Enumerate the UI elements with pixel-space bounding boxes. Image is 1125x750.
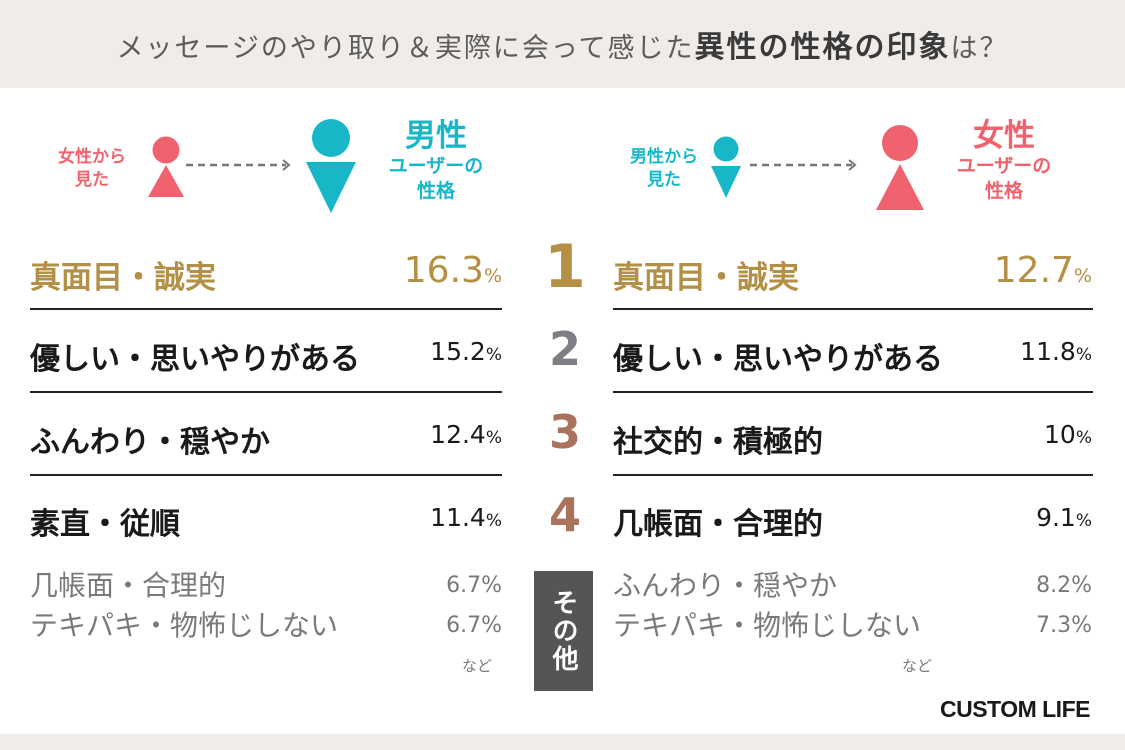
right-target-label-2: ユーザーの	[956, 155, 1052, 177]
rank3-left-unit: %	[485, 428, 502, 448]
rank2-left-trait: 優しい・思いやりがある	[30, 342, 360, 377]
other-right-value-1: 8.2%	[1036, 573, 1092, 598]
rank4-left-percent: 11.4%	[400, 503, 502, 532]
other-badge-label: その他	[548, 589, 578, 673]
title-tail: は？	[950, 33, 1009, 64]
right-viewer-label-1: 男性から	[630, 147, 698, 167]
rank1-left-value: 16.3	[403, 250, 484, 291]
right-arrow-icon	[750, 159, 857, 171]
rank-2-number: 2	[548, 322, 581, 376]
left-viewer-label-1: 女性から	[58, 147, 126, 167]
other-right-trait-1: ふんわり・穏やか	[613, 569, 838, 602]
right-target-label-3: 性格	[984, 180, 1023, 202]
other-left-value-1: 6.7%	[446, 573, 502, 598]
rank2-right-unit: %	[1075, 345, 1092, 365]
divider	[613, 308, 1093, 310]
rank1-left-percent: 16.3%	[380, 250, 502, 291]
rank2-right-percent: 11.8%	[990, 337, 1092, 366]
male-small-figure-icon	[711, 136, 741, 198]
other-right-etc: など	[902, 657, 933, 675]
other-right-value-2: 7.3%	[1036, 613, 1092, 638]
left-target-label-2: ユーザーの	[388, 155, 484, 177]
rank4-left-unit: %	[485, 511, 502, 531]
divider	[613, 391, 1093, 393]
title-plain: メッセージのやり取り＆実際に会って感じた	[116, 33, 695, 64]
rank3-left-percent: 12.4%	[400, 420, 502, 449]
other-left-trait-1: 几帳面・合理的	[30, 569, 227, 602]
title-bold: 異性の性格の印象	[694, 30, 951, 65]
rank3-right-unit: %	[1075, 428, 1092, 448]
other-left-value-2: 6.7%	[446, 613, 502, 638]
rank2-left-value: 15.2	[430, 337, 486, 366]
rank3-left-trait: ふんわり・穏やか	[30, 425, 270, 460]
female-large-figure-icon	[876, 125, 924, 210]
rank1-right-unit: %	[1073, 265, 1092, 287]
divider	[30, 474, 502, 476]
rank3-right-percent: 10%	[990, 420, 1092, 449]
male-figure-icon	[306, 119, 356, 213]
page-title: メッセージのやり取り＆実際に会って感じた異性の性格の印象は？	[0, 22, 1125, 66]
other-left-etc: など	[462, 657, 493, 675]
divider	[30, 308, 502, 310]
left-target-label-3: 性格	[416, 180, 455, 202]
female-figure-icon	[148, 136, 184, 197]
left-viewer-label-2: 見た	[75, 170, 109, 190]
rank1-right-percent: 12.7%	[968, 250, 1092, 291]
other-badge: その他	[534, 571, 593, 691]
rank4-right-value: 9.1	[1036, 503, 1076, 532]
rank-1-number: 1	[544, 232, 586, 302]
rank1-left-unit: %	[483, 265, 502, 287]
rank1-right-trait: 真面目・誠実	[613, 260, 799, 296]
rank2-left-percent: 15.2%	[400, 337, 502, 366]
other-left-trait-2: テキパキ・物怖じしない	[30, 609, 339, 642]
rank4-left-trait: 素直・従順	[30, 507, 180, 542]
rank3-right-trait: 社交的・積極的	[613, 425, 823, 460]
brand-logo: CUSTOM LIFE	[940, 696, 1090, 722]
divider	[613, 474, 1093, 476]
rank-4-number: 4	[548, 488, 581, 542]
rank4-left-value: 11.4	[430, 503, 486, 532]
rank4-right-unit: %	[1075, 511, 1092, 531]
right-target-label: 女性 ユーザーの 性格	[930, 118, 1078, 204]
rank4-right-trait: 几帳面・合理的	[613, 507, 823, 542]
right-viewer-label-2: 見た	[647, 170, 681, 190]
left-arrow-icon	[186, 159, 291, 171]
rank3-right-value: 10	[1044, 420, 1076, 449]
header-band	[0, 0, 1125, 88]
rank1-left-trait: 真面目・誠実	[30, 260, 216, 296]
left-target-label: 男性 ユーザーの 性格	[362, 118, 510, 204]
rank2-right-trait: 優しい・思いやりがある	[613, 342, 943, 377]
rank3-left-value: 12.4	[430, 420, 486, 449]
left-target-label-1: 男性	[405, 118, 467, 154]
other-right-trait-2: テキパキ・物怖じしない	[613, 609, 922, 642]
rank1-right-value: 12.7	[993, 250, 1074, 291]
rank4-right-percent: 9.1%	[990, 503, 1092, 532]
rank2-right-value: 11.8	[1020, 337, 1076, 366]
right-target-label-1: 女性	[973, 118, 1035, 154]
rank-3-number: 3	[548, 405, 581, 459]
left-viewer-label: 女性から 見た	[50, 146, 134, 192]
right-viewer-label: 男性から 見た	[618, 146, 710, 192]
rank2-left-unit: %	[485, 345, 502, 365]
footer-band	[0, 734, 1125, 750]
divider	[30, 391, 502, 393]
